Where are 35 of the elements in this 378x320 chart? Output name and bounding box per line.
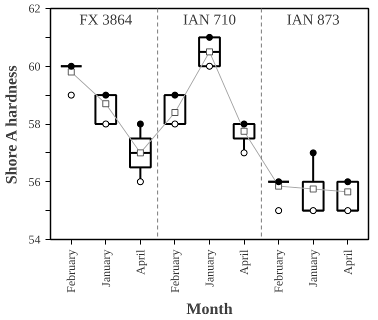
x-tick-label: April: [237, 248, 252, 275]
y-tick-label: 62: [28, 2, 40, 16]
x-tick-label: February: [168, 249, 182, 293]
point: [240, 149, 248, 156]
point: [344, 207, 352, 214]
x-tick-label: February: [64, 249, 78, 293]
x-tick-label: February: [272, 249, 286, 293]
y-tick-label: 58: [28, 117, 40, 131]
x-tick-label: April: [133, 248, 148, 275]
point: [68, 62, 75, 70]
x-tick-label: April: [340, 248, 355, 275]
y-axis-title: Shore A hardness: [4, 65, 20, 184]
point: [171, 120, 178, 128]
point: [136, 178, 144, 186]
point: [206, 62, 213, 70]
y-tick-label: 60: [28, 59, 40, 74]
x-tick-label: January: [202, 249, 216, 287]
annotation: FX 3864: [79, 12, 133, 28]
y-tick-label: 54: [28, 232, 40, 246]
point: [206, 34, 213, 41]
annotation: IAN 710: [183, 12, 236, 28]
annotation: IAN 873: [286, 12, 340, 28]
point: [310, 207, 317, 214]
point: [240, 120, 248, 128]
x-axis-title: Month: [186, 300, 233, 318]
point: [136, 120, 144, 128]
x-tick-label: January: [306, 249, 320, 287]
point: [102, 92, 110, 99]
point: [310, 149, 317, 156]
point: [275, 178, 282, 186]
x-tick-label: January: [98, 249, 113, 287]
point: [102, 120, 110, 128]
y-tick-label: 56: [28, 174, 40, 189]
point: [344, 178, 352, 186]
point: [171, 92, 178, 99]
